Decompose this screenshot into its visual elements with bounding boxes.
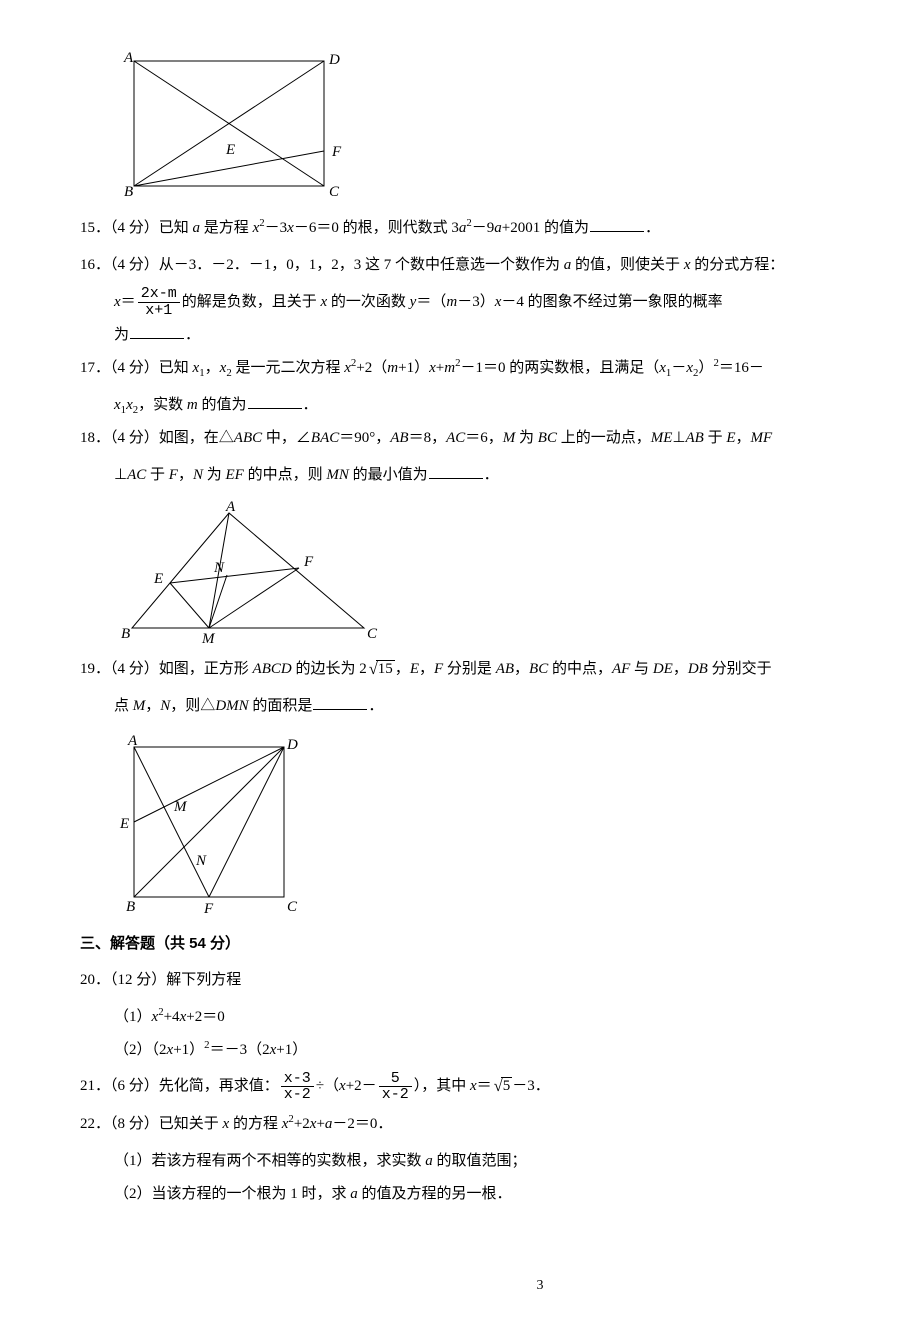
svg-text:N: N xyxy=(213,560,225,576)
label-E: E xyxy=(225,142,235,158)
question-17: 17．（4 分）已知 x1，x2 是一元二次方程 x2+2（m+1）x+m2－1… xyxy=(80,352,920,385)
svg-text:D: D xyxy=(286,737,298,753)
question-16: 16．（4 分）从－3．－2．－1，0，1，2，3 这 7 个数中任意选一个数作… xyxy=(80,249,920,282)
svg-text:F: F xyxy=(303,554,314,570)
label-B: B xyxy=(124,184,133,200)
fraction-21b: 5x-2 xyxy=(379,1071,412,1104)
sqrt-15: 15 xyxy=(367,650,395,686)
label-F: F xyxy=(331,144,342,160)
svg-text:A: A xyxy=(127,733,138,749)
svg-text:E: E xyxy=(153,571,163,587)
question-17-line2: x1x2，实数 m 的值为． xyxy=(80,389,920,422)
fraction-16: 2x-mx+1 xyxy=(138,286,180,319)
question-16-line3: 为． xyxy=(80,319,920,352)
question-20-part1: （1）x2+4x+2＝0 xyxy=(80,1001,920,1034)
svg-text:C: C xyxy=(367,626,378,642)
blank-17 xyxy=(248,394,302,409)
page-number: 3 xyxy=(80,1271,920,1302)
question-20-part2: （2）（2x+1）2＝－3（2x+1） xyxy=(80,1034,920,1067)
question-22: 22．（8 分）已知关于 x 的方程 x2+2x+a－2＝0． xyxy=(80,1108,920,1141)
sqrt-5: 5 xyxy=(492,1067,513,1103)
q18-number: 18 xyxy=(80,430,95,446)
svg-text:N: N xyxy=(195,853,207,869)
svg-text:B: B xyxy=(126,899,135,915)
question-16-line2: x＝2x-mx+1的解是负数，且关于 x 的一次函数 y＝（m－3）x－4 的图… xyxy=(80,286,920,319)
q21-number: 21 xyxy=(80,1078,95,1094)
q19-number: 19 xyxy=(80,661,95,677)
blank-18 xyxy=(429,464,483,479)
q16-number: 16 xyxy=(80,257,95,273)
section-3-title: 三、解答题（共 54 分） xyxy=(80,927,920,960)
figure-q19: A D B C E F M N xyxy=(114,729,309,919)
figure-q18: A B C E F M N xyxy=(114,498,389,648)
question-21: 21．（6 分）先化简，再求值：x-3x-2÷（x+2－5x-2），其中 x＝5… xyxy=(80,1067,920,1103)
q17-number: 17 xyxy=(80,360,95,376)
fraction-21a: x-3x-2 xyxy=(281,1071,314,1104)
blank-15 xyxy=(590,217,644,232)
question-15: 15．（4 分）已知 a 是方程 x2－3x－6＝0 的根，则代数式 3a2－9… xyxy=(80,212,920,245)
label-C: C xyxy=(329,184,340,200)
question-22-part2: （2）当该方程的一个根为 1 时，求 a 的值及方程的另一根． xyxy=(80,1178,920,1211)
q22-number: 22 xyxy=(80,1116,95,1132)
question-20: 20．（12 分）解下列方程 xyxy=(80,964,920,997)
blank-19 xyxy=(313,695,367,710)
label-D: D xyxy=(328,52,340,68)
question-22-part1: （1）若该方程有两个不相等的实数根，求实数 a 的取值范围； xyxy=(80,1145,920,1178)
figure-q14: A D B C E F xyxy=(114,46,349,206)
q15-number: 15 xyxy=(80,220,95,236)
label-A: A xyxy=(123,50,134,66)
svg-text:F: F xyxy=(203,901,214,917)
svg-text:B: B xyxy=(121,626,130,642)
svg-text:E: E xyxy=(119,816,129,832)
svg-text:M: M xyxy=(173,799,188,815)
question-18: 18．（4 分）如图，在△ABC 中，∠BAC＝90°，AB＝8，AC＝6，M … xyxy=(80,422,920,455)
question-18-line2: ⊥AC 于 F，N 为 EF 的中点，则 MN 的最小值为． xyxy=(80,459,920,492)
blank-16 xyxy=(130,324,184,339)
q20-number: 20 xyxy=(80,972,95,988)
svg-text:A: A xyxy=(225,499,236,515)
question-19-line2: 点 M，N，则△DMN 的面积是． xyxy=(80,690,920,723)
svg-text:M: M xyxy=(201,631,216,647)
question-19: 19．（4 分）如图，正方形 ABCD 的边长为 215，E，F 分别是 AB，… xyxy=(80,650,920,686)
svg-text:C: C xyxy=(287,899,298,915)
